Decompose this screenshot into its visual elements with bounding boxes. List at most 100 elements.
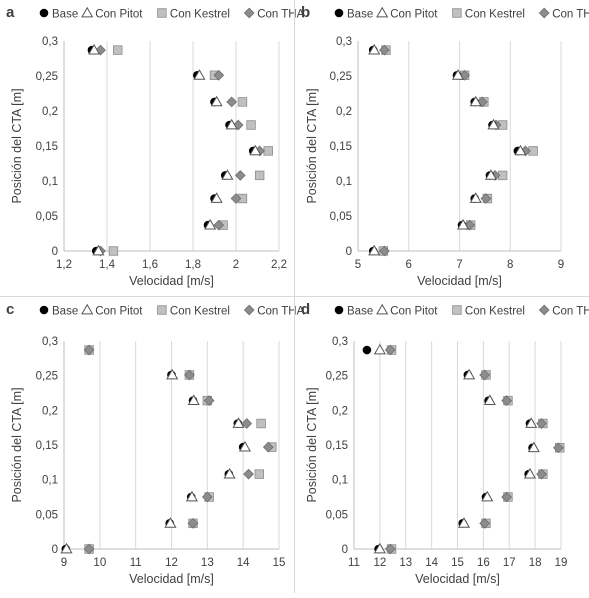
series-base xyxy=(61,370,248,554)
legend-label: Con Pitot xyxy=(95,306,143,318)
data-point xyxy=(88,43,101,55)
data-point xyxy=(451,69,465,80)
data-point xyxy=(226,96,238,108)
series-base xyxy=(368,45,523,256)
x-tick-label: 17 xyxy=(503,557,516,569)
data-point xyxy=(238,440,252,452)
x-tick-label: 5 xyxy=(355,259,361,271)
chart-panel-b: b Base Con Pitot Con Kestrel Con THA 5 6 7 8 9 0 0,… xyxy=(301,4,589,288)
y-tick-label: 0,1 xyxy=(42,475,58,487)
x-tick-label: 1,2 xyxy=(56,259,72,271)
data-point xyxy=(263,146,273,156)
data-point xyxy=(234,170,246,181)
data-point xyxy=(184,369,195,381)
y-tick-label: 0,25 xyxy=(326,371,348,383)
x-tick-label: 10 xyxy=(93,557,106,569)
data-point xyxy=(241,418,253,429)
legend-marker xyxy=(334,305,344,315)
legend-marker xyxy=(243,304,255,316)
legend-marker xyxy=(538,7,550,19)
y-tick-label: 0,3 xyxy=(332,336,348,348)
data-point xyxy=(203,395,215,406)
data-point xyxy=(60,542,73,554)
x-tick-label: 12 xyxy=(373,557,386,569)
data-point xyxy=(457,517,471,528)
x-tick-label: 1,4 xyxy=(99,259,116,271)
data-point xyxy=(527,441,540,453)
y-tick-label: 0,15 xyxy=(36,440,58,452)
x-tick-label: 14 xyxy=(425,557,438,569)
data-point xyxy=(256,418,266,429)
data-point xyxy=(373,343,386,355)
y-tick-label: 0,3 xyxy=(336,36,352,48)
legend-marker xyxy=(538,304,550,316)
x-axis-title: Velocidad [m/s] xyxy=(415,572,500,586)
data-point xyxy=(225,118,238,130)
data-point xyxy=(230,193,242,204)
y-axis-title: Posición del CTA [m] xyxy=(10,387,24,502)
data-point xyxy=(193,69,206,80)
data-point xyxy=(237,97,248,107)
legend-entry: Con Pitot xyxy=(81,6,143,21)
legend-marker xyxy=(452,305,462,315)
legend-label: Con Pitot xyxy=(390,9,438,21)
legend-entry: Base xyxy=(39,306,78,318)
x-tick-label: 13 xyxy=(399,557,412,569)
data-point xyxy=(463,368,476,380)
legend-entry: Con Pitot xyxy=(81,303,143,318)
data-point xyxy=(187,394,200,406)
series-base xyxy=(87,45,258,256)
legend-entry: Con Kestrel xyxy=(157,8,230,21)
data-point xyxy=(384,543,396,555)
data-point xyxy=(479,369,491,381)
legend-marker xyxy=(81,6,94,18)
data-point xyxy=(210,95,223,107)
data-point xyxy=(210,192,223,203)
x-tick-label: 1,8 xyxy=(185,259,201,271)
data-point xyxy=(536,418,547,429)
data-point xyxy=(254,170,265,181)
data-point xyxy=(108,246,119,256)
x-tick-label: 13 xyxy=(201,557,214,569)
legend-marker xyxy=(243,7,255,19)
x-tick-label: 12 xyxy=(165,557,178,569)
panel-divider-horizontal xyxy=(0,296,589,297)
legend-label: Con Kestrel xyxy=(465,9,525,21)
x-tick-label: 9 xyxy=(558,259,564,271)
x-tick-label: 11 xyxy=(348,557,360,569)
data-point xyxy=(373,542,386,554)
data-point xyxy=(553,442,564,454)
data-point xyxy=(481,490,494,502)
y-tick-label: 0,1 xyxy=(332,475,348,487)
data-point xyxy=(523,467,537,479)
legend-entry: Base xyxy=(334,8,373,21)
legend-label: Con Kestrel xyxy=(465,306,525,318)
chart-panel-c: c Base Con Pitot Con Kestrel Con THA 9 10 11 12 1… xyxy=(6,301,305,586)
legend-marker xyxy=(157,305,167,315)
legend-label: Base xyxy=(52,306,78,318)
panel-letter: d xyxy=(301,301,310,318)
data-point xyxy=(249,144,262,156)
legend-label: Base xyxy=(347,306,373,318)
data-point xyxy=(379,44,390,56)
y-tick-label: 0 xyxy=(346,246,352,258)
data-point xyxy=(525,417,538,428)
legend-marker xyxy=(376,303,389,315)
data-point xyxy=(536,468,547,480)
y-tick-label: 0,2 xyxy=(336,106,352,118)
legend-entry: Con Pitot xyxy=(376,303,438,318)
data-point xyxy=(469,192,482,203)
data-point xyxy=(254,469,264,479)
data-point xyxy=(243,468,254,480)
y-tick-label: 0,25 xyxy=(330,71,352,83)
data-point xyxy=(484,169,498,180)
y-tick-label: 0,3 xyxy=(42,36,58,48)
data-point xyxy=(83,344,95,356)
legend-marker xyxy=(452,8,462,18)
series-con-tha xyxy=(95,44,266,257)
legend-entry: Con Kestrel xyxy=(452,8,525,21)
legend-marker xyxy=(334,8,344,18)
x-tick-label: 15 xyxy=(273,557,286,569)
